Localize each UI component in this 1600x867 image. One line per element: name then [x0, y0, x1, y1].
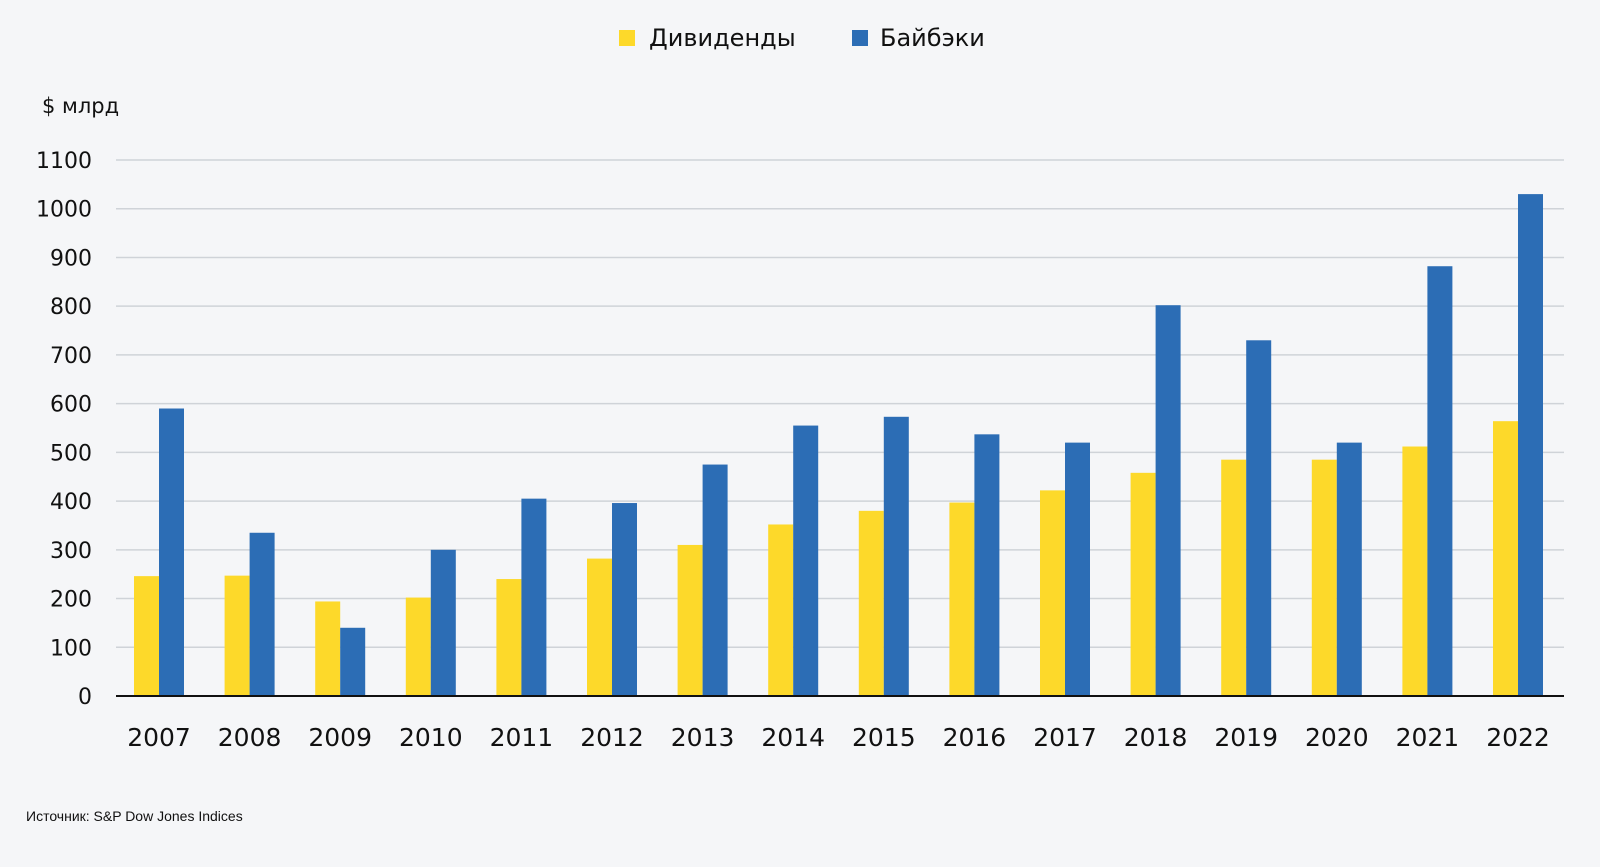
bar-dividends-2012	[587, 558, 612, 696]
y-axis-ticks: 0 100 200 300 400 500 600 700 800 900 1000 1100	[36, 149, 92, 710]
bar-buybacks-2009	[340, 627, 366, 696]
y-tick-label: 1000	[36, 198, 92, 223]
bar-buybacks-2019	[1246, 340, 1272, 696]
y-tick-label: 500	[50, 441, 92, 466]
bar-dividends-2010	[405, 597, 431, 696]
x-tick-label: 2011	[490, 723, 554, 752]
bar-buybacks-2014	[793, 425, 819, 696]
y-tick-label: 0	[78, 685, 92, 710]
x-tick-label: 2007	[127, 723, 191, 752]
bar-dividends-2020	[1311, 459, 1337, 696]
bar-buybacks-2007	[159, 408, 184, 696]
bar-buybacks-2020	[1336, 442, 1362, 696]
x-tick-label: 2013	[671, 723, 735, 752]
bar-buybacks-2022	[1518, 194, 1543, 697]
x-tick-label: 2021	[1396, 723, 1460, 752]
bar-dividends-2019	[1221, 459, 1247, 696]
bar-dividends-2011	[496, 579, 522, 696]
legend-item-2: Байбэки	[852, 24, 985, 52]
source-note: Источник: S&P Dow Jones Indices	[26, 808, 243, 824]
bar-buybacks-2015	[883, 416, 909, 696]
y-tick-label: 700	[50, 344, 92, 369]
legend-item-1: Дивиденды	[619, 24, 796, 52]
chart-legend: Дивиденды Байбэки	[619, 24, 985, 52]
bar-buybacks-2008	[249, 532, 275, 696]
bar-dividends-2015	[858, 510, 884, 696]
y-tick-label: 1100	[36, 149, 92, 174]
y-tick-label: 200	[50, 588, 92, 613]
x-tick-label: 2009	[308, 723, 372, 752]
x-tick-label: 2010	[399, 723, 463, 752]
x-tick-label: 2014	[761, 723, 825, 752]
bar-buybacks-2021	[1427, 266, 1453, 696]
gridlines	[116, 159, 1564, 649]
bar-dividends-2014	[768, 524, 794, 696]
y-tick-label: 800	[50, 295, 92, 320]
x-tick-label: 2017	[1033, 723, 1097, 752]
x-axis-ticks: 2007 2008 2009 2010 2011 2012 2013 2014 2015 2016…	[127, 723, 1550, 752]
x-tick-label: 2022	[1486, 723, 1550, 752]
legend-swatch	[852, 30, 868, 46]
y-tick-label: 100	[50, 636, 92, 661]
bar-dividends-2018	[1130, 472, 1156, 696]
legend-swatch	[619, 30, 635, 46]
bar-dividends-2016	[949, 502, 975, 696]
bar-buybacks-2018	[1155, 305, 1181, 696]
x-tick-label: 2018	[1124, 723, 1188, 752]
bar-dividends-2007	[134, 576, 159, 696]
bar-buybacks-2013	[702, 464, 728, 696]
bars	[134, 194, 1543, 697]
bar-dividends-2017	[1040, 490, 1065, 696]
bar-buybacks-2016	[974, 434, 1000, 696]
legend-label: Дивиденды	[649, 24, 796, 52]
y-tick-label: 900	[50, 246, 92, 271]
bar-dividends-2008	[224, 575, 250, 696]
bar-dividends-2022	[1493, 421, 1518, 696]
x-tick-label: 2016	[943, 723, 1007, 752]
bar-dividends-2009	[315, 601, 341, 696]
y-tick-label: 300	[50, 539, 92, 564]
x-tick-label: 2008	[218, 723, 282, 752]
x-tick-label: 2015	[852, 723, 916, 752]
legend-label: Байбэки	[880, 24, 985, 52]
bar-buybacks-2011	[521, 498, 547, 696]
x-tick-label: 2012	[580, 723, 644, 752]
bar-dividends-2013	[677, 544, 703, 696]
bar-buybacks-2010	[430, 549, 456, 696]
bar-buybacks-2012	[612, 503, 637, 696]
bar-buybacks-2017	[1065, 442, 1090, 696]
x-tick-label: 2020	[1305, 723, 1369, 752]
bar-dividends-2021	[1402, 446, 1428, 696]
y-tick-label: 600	[50, 393, 92, 418]
x-tick-label: 2019	[1214, 723, 1278, 752]
y-tick-label: 400	[50, 490, 92, 515]
y-axis-unit-label: $ млрд	[42, 94, 119, 118]
